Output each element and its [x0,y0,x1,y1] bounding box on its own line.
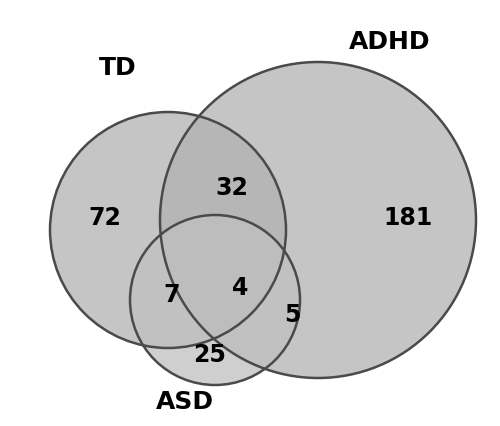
Text: ASD: ASD [156,390,214,414]
Text: 7: 7 [164,283,180,307]
Text: 25: 25 [194,343,226,367]
Text: 5: 5 [284,303,300,327]
Circle shape [130,215,300,385]
Text: 32: 32 [216,176,248,200]
Text: 72: 72 [88,206,122,230]
Circle shape [160,62,476,378]
Circle shape [50,112,286,348]
Text: 4: 4 [232,276,248,300]
Text: TD: TD [99,56,137,80]
Text: 181: 181 [384,206,432,230]
Text: ADHD: ADHD [349,30,431,54]
